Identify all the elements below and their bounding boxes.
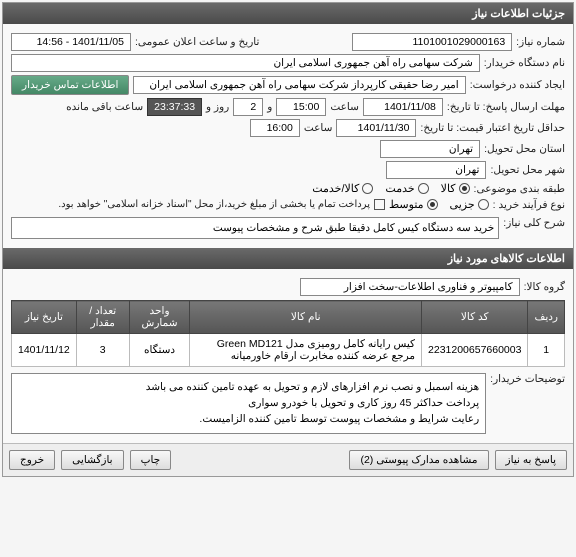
goods-header: اطلاعات کالاهای مورد نیاز — [3, 248, 573, 269]
cell-code: 2231200657660003 — [422, 334, 528, 367]
table-header-row: ردیف کد کالا نام کالا واحد شمارش تعداد /… — [12, 301, 565, 334]
process-radios: جزیی متوسط — [389, 198, 489, 211]
exit-button[interactable]: خروج — [9, 450, 55, 470]
radio-goods-service[interactable]: کالا/خدمت — [312, 182, 373, 195]
note-line-1: هزینه اسمبل و نصب نرم افزارهای لازم و تح… — [18, 380, 479, 396]
cell-name: کیس رایانه کامل رومیزی مدل Green MD121 م… — [190, 334, 422, 367]
radio-dot-icon — [478, 199, 489, 210]
details-panel: جزئیات اطلاعات نیاز شماره نیاز: 11010010… — [2, 2, 574, 477]
radio-goods[interactable]: کالا — [441, 182, 470, 195]
contact-button[interactable]: اطلاعات تماس خریدار — [11, 75, 129, 95]
cell-date: 1401/11/12 — [12, 334, 77, 367]
th-qty: تعداد / مقدار — [76, 301, 129, 334]
announce-field: 1401/11/05 - 14:56 — [11, 33, 131, 51]
th-name: نام کالا — [190, 301, 422, 334]
time-label-1: ساعت — [330, 101, 359, 113]
validity-label: حداقل تاریخ اعتبار قیمت: تا تاریخ: — [420, 122, 565, 134]
panel-body: شماره نیاز: 1101001029000163 تاریخ و ساع… — [3, 24, 573, 248]
button-bar: پاسخ به نیاز مشاهده مدارک پیوستی (2) چاپ… — [3, 443, 573, 476]
days-unit: روز و — [206, 101, 229, 113]
remaining-label: ساعت باقی مانده — [66, 101, 143, 113]
radio-dot-icon — [418, 183, 429, 194]
city-field: تهران — [386, 161, 486, 179]
cell-unit: دستگاه — [129, 334, 190, 367]
announce-label: تاریخ و ساعت اعلان عمومی: — [135, 36, 259, 48]
respond-button[interactable]: پاسخ به نیاز — [495, 450, 567, 470]
goods-group-label: گروه کالا: — [524, 281, 565, 293]
validity-time: 16:00 — [250, 119, 300, 137]
category-radios: کالا خدمت کالا/خدمت — [312, 182, 469, 195]
cell-qty: 3 — [76, 334, 129, 367]
time-label-2: ساعت — [304, 122, 333, 134]
deadline-label: مهلت ارسال پاسخ: تا تاریخ: — [447, 101, 565, 113]
remaining-time: 23:37:33 — [147, 98, 202, 116]
radio-service[interactable]: خدمت — [385, 182, 428, 195]
city-label: شهر محل تحویل: — [490, 164, 565, 176]
goods-table: ردیف کد کالا نام کالا واحد شمارش تعداد /… — [11, 300, 565, 367]
panel-title: جزئیات اطلاعات نیاز — [3, 3, 573, 24]
th-date: تاریخ نیاز — [12, 301, 77, 334]
radio-service-label: خدمت — [385, 182, 414, 195]
radio-medium-label: متوسط — [389, 198, 424, 211]
print-button[interactable]: چاپ — [130, 450, 172, 470]
desc-label: شرح کلی نیاز: — [503, 217, 565, 229]
cell-n: 1 — [528, 334, 565, 367]
th-code: کد کالا — [422, 301, 528, 334]
table-row[interactable]: 1 2231200657660003 کیس رایانه کامل رومیز… — [12, 334, 565, 367]
province-label: استان محل تحویل: — [484, 143, 565, 155]
note-line-2: پرداخت حداکثر 45 روز کاری و تحویل با خود… — [18, 396, 479, 412]
report-button[interactable]: بازگشایی — [61, 450, 123, 470]
attachments-button[interactable]: مشاهده مدارک پیوستی (2) — [349, 450, 488, 470]
radio-dot-icon — [459, 183, 470, 194]
radio-dot-icon — [362, 183, 373, 194]
buyer-field: شرکت سهامی راه آهن جمهوری اسلامی ایران — [11, 54, 480, 72]
th-unit: واحد شمارش — [129, 301, 190, 334]
payment-checkbox[interactable] — [374, 199, 385, 210]
radio-partial-label: جزیی — [450, 198, 475, 211]
process-label: نوع فرآیند خرید : — [493, 199, 565, 211]
payment-note: پرداخت تمام یا بخشی از مبلغ خرید،از محل … — [58, 199, 370, 210]
province-field: تهران — [380, 140, 480, 158]
buyer-notes-label: توضیحات خریدار: — [490, 373, 565, 385]
days-field: 2 — [233, 98, 263, 116]
goods-group-field: کامپیوتر و فناوری اطلاعات-سخت افزار — [300, 278, 520, 296]
requester-field: امیر رضا حقیقی کارپرداز شرکت سهامی راه آ… — [133, 76, 465, 94]
and-label: و — [267, 101, 272, 113]
need-number-label: شماره نیاز: — [516, 36, 565, 48]
radio-gs-label: کالا/خدمت — [312, 182, 359, 195]
buyer-notes: هزینه اسمبل و نصب نرم افزارهای لازم و تح… — [11, 373, 486, 434]
validity-date: 1401/11/30 — [336, 119, 416, 137]
radio-medium[interactable]: متوسط — [389, 198, 438, 211]
buyer-label: نام دستگاه خریدار: — [484, 57, 565, 69]
radio-dot-icon — [427, 199, 438, 210]
deadline-date: 1401/11/08 — [363, 98, 443, 116]
goods-body: گروه کالا: کامپیوتر و فناوری اطلاعات-سخت… — [3, 269, 573, 443]
requester-label: ایجاد کننده درخواست: — [470, 79, 565, 91]
need-number-field: 1101001029000163 — [352, 33, 512, 51]
radio-goods-label: کالا — [441, 182, 456, 195]
category-label: طبقه بندی موضوعی: — [474, 183, 565, 195]
deadline-time: 15:00 — [276, 98, 326, 116]
radio-partial[interactable]: جزیی — [450, 198, 489, 211]
th-row: ردیف — [528, 301, 565, 334]
desc-field: خرید سه دستگاه کیس کامل دقیقا طبق شرح و … — [11, 217, 499, 239]
note-line-3: رعایت شرایط و مشخصات پیوست توسط تامین کن… — [18, 412, 479, 428]
